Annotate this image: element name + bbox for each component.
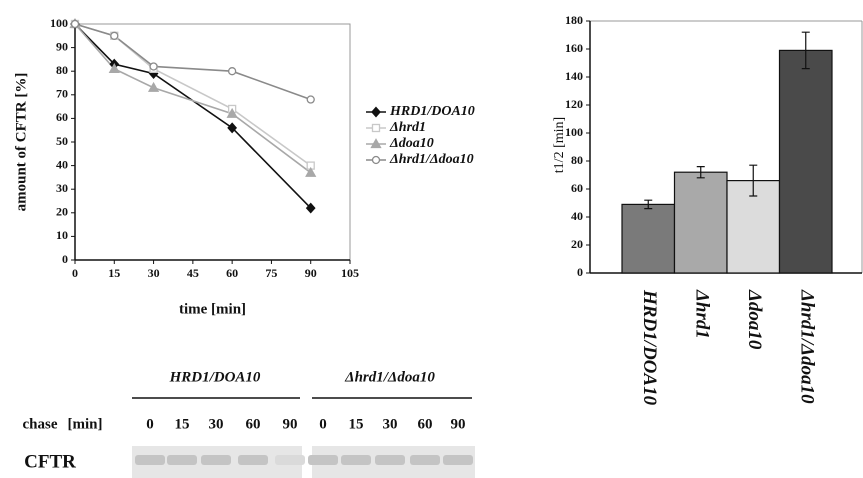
legend-label: HRD1/DOA10 (389, 104, 475, 119)
lane-label: 30 (209, 416, 224, 432)
x-tick-label: 30 (148, 266, 160, 280)
x-tick-label: 105 (341, 266, 359, 280)
lane-label: 15 (349, 416, 364, 432)
lane-label: 0 (319, 416, 327, 432)
x-tick-label: Δdoa10 (744, 289, 765, 350)
x-tick-label: HRD1/DOA10 (639, 289, 660, 406)
x-axis-label: time [min] (179, 301, 246, 317)
blot-band (275, 455, 305, 465)
y-tick-label: 120 (565, 97, 583, 111)
y-tick-label: 90 (56, 39, 68, 53)
blot-band (341, 455, 371, 465)
x-tick-label: 0 (72, 266, 78, 280)
y-tick-label: 40 (571, 209, 583, 223)
y-tick-label: 30 (56, 181, 68, 195)
blot-band (308, 455, 338, 465)
y-tick-label: 60 (56, 110, 68, 124)
y-tick-label: 160 (565, 41, 583, 55)
y-tick-label: 100 (565, 125, 583, 139)
legend-label: Δdoa10 (389, 136, 434, 151)
bar (622, 204, 675, 273)
y-tick-label: 10 (56, 228, 68, 242)
unit-label: [min] (68, 416, 103, 432)
lane-label: 15 (175, 416, 190, 432)
group-label: Δhrd1/Δdoa10 (344, 369, 435, 385)
y-tick-label: 180 (565, 13, 583, 27)
y-tick-label: 100 (50, 16, 68, 30)
y-tick-label: 80 (56, 63, 68, 77)
y-tick-label: 20 (56, 205, 68, 219)
x-tick-label: 45 (187, 266, 199, 280)
blot-band (167, 455, 197, 465)
marker (373, 125, 380, 132)
y-tick-label: 80 (571, 153, 583, 167)
marker (111, 32, 118, 39)
x-tick-label: 60 (226, 266, 238, 280)
y-tick-label: 60 (571, 181, 583, 195)
figure: HRD1/DOA10 Δhrd1/Δdoa10 chase [min] CFTR… (0, 0, 863, 478)
y-axis-label: amount of CFTR [%] (13, 73, 29, 212)
y-tick-label: 20 (571, 237, 583, 251)
lane-label: 60 (246, 416, 261, 432)
bar (780, 50, 833, 273)
blot-band (443, 455, 473, 465)
lane-label: 30 (383, 416, 398, 432)
blot-band (201, 455, 231, 465)
y-tick-label: 40 (56, 157, 68, 171)
blot-band (410, 455, 440, 465)
y-tick-label: 0 (62, 252, 68, 266)
group-label: HRD1/DOA10 (169, 369, 261, 385)
marker (72, 21, 79, 28)
x-tick-label: 75 (265, 266, 277, 280)
legend-label: Δhrd1 (389, 120, 426, 135)
lane-label: 90 (283, 416, 298, 432)
blot-band (238, 455, 268, 465)
lane-label: 90 (451, 416, 466, 432)
marker (150, 63, 157, 70)
y-tick-label: 70 (56, 87, 68, 101)
x-tick-label: Δhrd1/Δdoa10 (796, 289, 817, 404)
x-tick-label: 15 (108, 266, 120, 280)
y-tick-label: 0 (577, 265, 583, 279)
y-axis-label: t1/2 [min] (552, 117, 567, 173)
legend-label: Δhrd1/Δdoa10 (389, 152, 474, 167)
chase-label: chase (23, 416, 58, 432)
lane-label: 60 (418, 416, 433, 432)
lane-label: 0 (146, 416, 154, 432)
y-tick-label: 140 (565, 69, 583, 83)
y-tick-label: 50 (56, 134, 68, 148)
marker (373, 157, 380, 164)
marker (307, 96, 314, 103)
marker (229, 68, 236, 75)
blot-band (375, 455, 405, 465)
x-tick-label: Δhrd1 (691, 289, 712, 339)
x-tick-label: 90 (305, 266, 317, 280)
blot-band (135, 455, 165, 465)
protein-label: CFTR (24, 451, 76, 472)
bar (675, 172, 728, 273)
